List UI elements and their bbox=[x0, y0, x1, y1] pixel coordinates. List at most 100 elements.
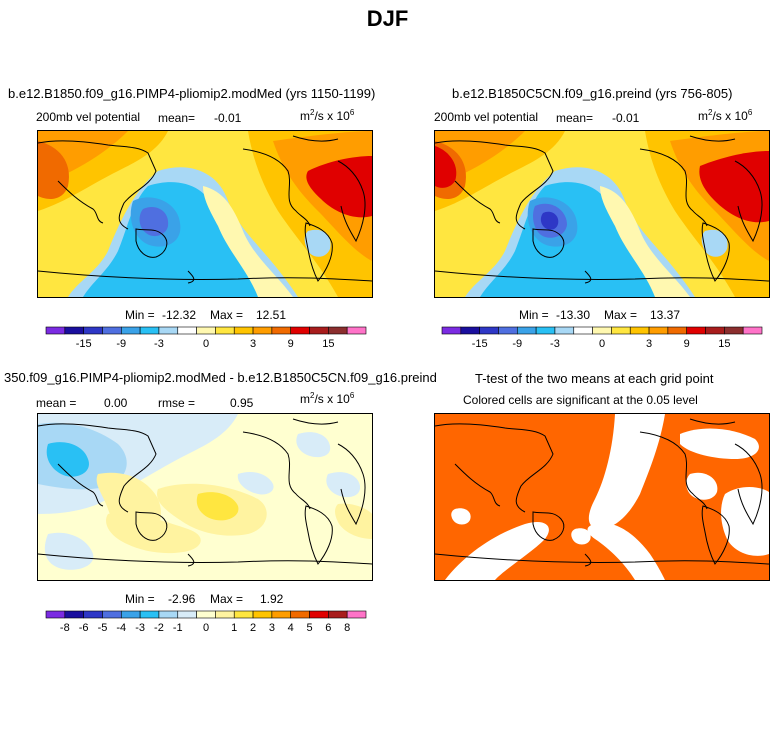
panel1-units: m2/s x 106 bbox=[300, 108, 355, 123]
panel3-rmse-label: rmse = bbox=[158, 396, 196, 410]
panel3-max-value: 1.92 bbox=[260, 592, 284, 606]
colorbar-tick-label: 0 bbox=[599, 338, 605, 350]
colorbar-swatch bbox=[271, 610, 292, 619]
colorbar-tick-label: -15 bbox=[76, 338, 92, 350]
colorbar-swatch bbox=[498, 326, 518, 335]
colorbar-swatch bbox=[215, 326, 235, 335]
colorbar-tick-label: 3 bbox=[269, 622, 275, 634]
colorbar-tick-label: 0 bbox=[203, 338, 209, 350]
colorbar-swatch bbox=[346, 610, 367, 619]
colorbar-swatch bbox=[554, 326, 575, 335]
colorbar-tick-label: -15 bbox=[472, 338, 488, 350]
panel2-mean-label: mean= bbox=[556, 111, 594, 125]
colorbar-tick-label: 15 bbox=[718, 338, 730, 350]
colorbar-swatch bbox=[196, 610, 216, 619]
colorbar-swatch bbox=[648, 326, 669, 335]
colorbar-tick-label: 2 bbox=[250, 622, 256, 634]
colorbar-swatch bbox=[233, 326, 254, 335]
colorbar-swatch bbox=[724, 326, 744, 335]
panel1-max-label: Max = bbox=[210, 308, 244, 322]
panel3-min-label: Min = bbox=[125, 592, 155, 606]
panel3-mean-label: mean = bbox=[36, 396, 77, 410]
panel3-mean-value: 0.00 bbox=[104, 396, 128, 410]
colorbar-swatch bbox=[309, 610, 329, 619]
panel3-map bbox=[37, 413, 373, 581]
colorbar-swatch bbox=[686, 326, 706, 335]
colorbar-tick-label: 15 bbox=[322, 338, 334, 350]
panel3-rmse-value: 0.95 bbox=[230, 396, 254, 410]
panel4-title: T-test of the two means at each grid poi… bbox=[475, 371, 714, 386]
panel1-variable-label: 200mb vel potential bbox=[36, 110, 141, 124]
colorbar-tick-label: 9 bbox=[288, 338, 294, 350]
colorbar-swatch bbox=[158, 610, 179, 619]
page-title: DJF bbox=[366, 6, 409, 31]
panel2-units: m2/s x 106 bbox=[698, 108, 753, 123]
colorbar-swatch bbox=[45, 610, 66, 619]
colorbar-tick-label: 8 bbox=[344, 622, 350, 634]
colorbar-tick-label: -3 bbox=[154, 338, 164, 350]
panel2-min-label: Min = bbox=[519, 308, 549, 322]
panel2-max-label: Max = bbox=[604, 308, 638, 322]
colorbar-swatch bbox=[309, 326, 329, 335]
colorbar-swatch bbox=[573, 326, 593, 335]
colorbar-tick-label: -9 bbox=[512, 338, 522, 350]
colorbar-tick-label: -2 bbox=[154, 622, 164, 634]
colorbar-swatch bbox=[102, 326, 122, 335]
colorbar-swatch bbox=[460, 326, 480, 335]
colorbar-swatch bbox=[196, 326, 216, 335]
colorbar-tick-label: -4 bbox=[116, 622, 126, 634]
colorbar-swatch bbox=[535, 326, 556, 335]
colorbar-swatch bbox=[705, 326, 725, 335]
colorbar-swatch bbox=[64, 326, 84, 335]
panel2-max-value: 13.37 bbox=[650, 308, 681, 322]
colorbar-swatch bbox=[742, 326, 763, 335]
colorbar-tick-label: -3 bbox=[135, 622, 145, 634]
colorbar-swatch bbox=[667, 326, 688, 335]
colorbar-swatch bbox=[233, 610, 254, 619]
panel1-title: b.e12.B1850.f09_g16.PIMP4-pliomip2.modMe… bbox=[8, 86, 376, 101]
colorbar-swatch bbox=[120, 610, 141, 619]
colorbar-swatch bbox=[328, 610, 348, 619]
colorbar-tick-label: 6 bbox=[325, 622, 331, 634]
panel3-units: m2/s x 106 bbox=[300, 391, 355, 406]
colorbar-tick-label: -9 bbox=[116, 338, 126, 350]
panel1-map bbox=[37, 130, 373, 298]
colorbar-swatch bbox=[158, 326, 179, 335]
colorbar-swatch bbox=[139, 610, 160, 619]
colorbar-swatch bbox=[252, 610, 273, 619]
colorbar-tick-label: -6 bbox=[79, 622, 89, 634]
colorbar-swatch bbox=[215, 610, 235, 619]
panel4-map bbox=[434, 413, 770, 581]
panel3-min-value: -2.96 bbox=[168, 592, 196, 606]
colorbar-tick-label: 4 bbox=[288, 622, 294, 634]
panel3-max-label: Max = bbox=[210, 592, 244, 606]
panel1-min-label: Min = bbox=[125, 308, 155, 322]
panel2-min-value: -13.30 bbox=[556, 308, 591, 322]
panel1-mean-value: -0.01 bbox=[214, 111, 242, 125]
panel3-colorbar: -8 -6 -5 -4 -3 -2 -1 0 1 2 3 4 5 6 8 bbox=[45, 610, 367, 635]
colorbar-swatch bbox=[441, 326, 462, 335]
colorbar-tick-label: 3 bbox=[250, 338, 256, 350]
colorbar-swatch bbox=[177, 326, 197, 335]
colorbar-swatch bbox=[516, 326, 537, 335]
colorbar-swatch bbox=[64, 610, 84, 619]
colorbar-tick-label: 0 bbox=[203, 622, 209, 634]
colorbar-swatch bbox=[479, 326, 499, 335]
colorbar-tick-label: -5 bbox=[98, 622, 108, 634]
colorbar-tick-label: 9 bbox=[684, 338, 690, 350]
colorbar-tick-label: 1 bbox=[231, 622, 237, 634]
colorbar-tick-label: -8 bbox=[60, 622, 70, 634]
colorbar-swatch bbox=[629, 326, 650, 335]
colorbar-swatch bbox=[120, 326, 141, 335]
colorbar-tick-label: -1 bbox=[173, 622, 183, 634]
colorbar-swatch bbox=[592, 326, 612, 335]
colorbar-swatch bbox=[346, 326, 367, 335]
colorbar-swatch bbox=[177, 610, 197, 619]
panel1-colorbar: -15 -9 -3 0 3 9 15 bbox=[45, 326, 367, 351]
colorbar-swatch bbox=[328, 326, 348, 335]
colorbar-swatch bbox=[252, 326, 273, 335]
colorbar-swatch bbox=[45, 326, 66, 335]
panel2-map bbox=[434, 130, 770, 298]
colorbar-swatch bbox=[83, 326, 103, 335]
colorbar-swatch bbox=[139, 326, 160, 335]
